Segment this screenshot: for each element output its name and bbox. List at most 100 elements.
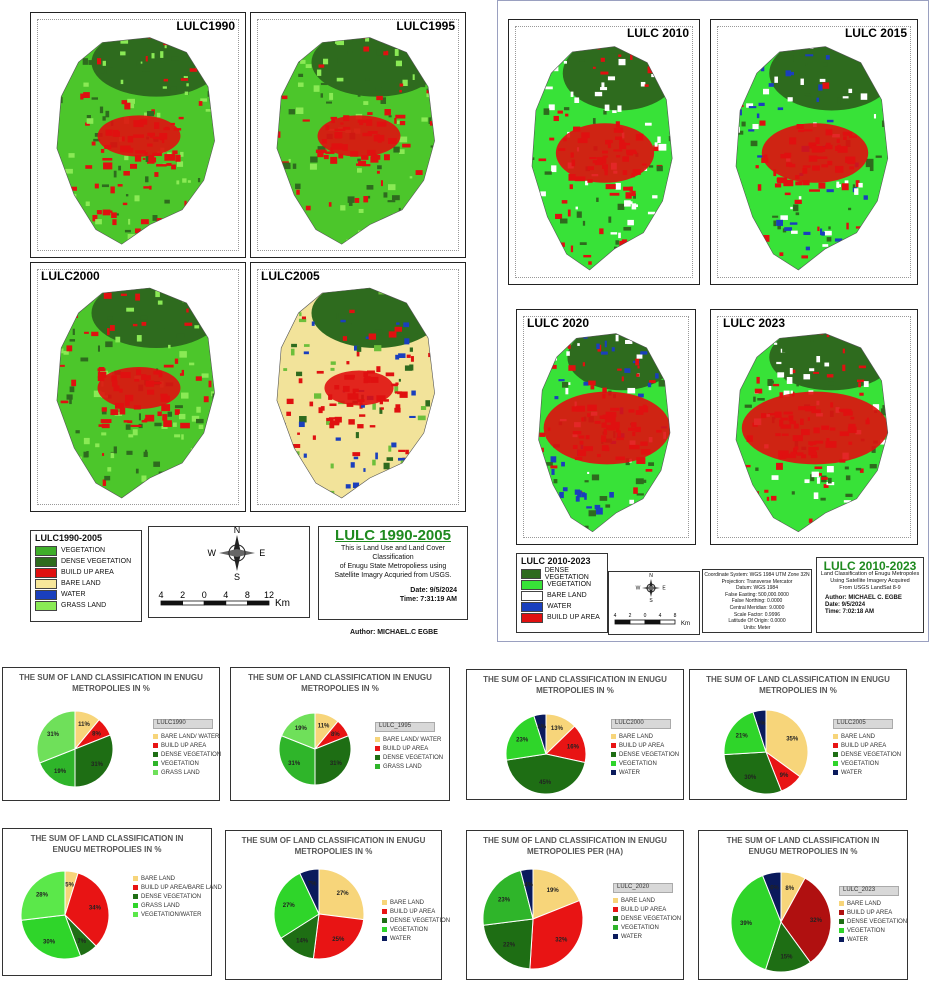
pie-chart: 27% 25% 14% 27% 7% bbox=[273, 868, 365, 960]
compass-n: N bbox=[234, 527, 241, 535]
legend-label: BARE LAND bbox=[390, 899, 425, 906]
legend-swatch bbox=[382, 927, 387, 932]
legend-swatch bbox=[833, 743, 838, 748]
pie-legend-title[interactable]: LULC_2023 bbox=[839, 886, 899, 896]
pie-chart: 5% 34% 7% 30% 28% bbox=[20, 870, 110, 960]
legend-swatch bbox=[611, 752, 616, 757]
legend-label: DENSE VEGETATION bbox=[841, 751, 902, 758]
chart-title: THE SUM OF LAND CLASSIFICATION IN ENUGU … bbox=[726, 836, 880, 856]
legend-label: DENSE VEGETATION bbox=[61, 558, 132, 565]
legend-label: VEGETATION bbox=[847, 927, 885, 934]
pie-legend-item: GRASS LAND bbox=[375, 762, 443, 771]
pie-legend-title[interactable]: LULC_1995 bbox=[375, 722, 435, 732]
pie-legend-item: WATER bbox=[833, 768, 901, 777]
compass-e: E bbox=[259, 548, 265, 558]
compass-w: W bbox=[208, 548, 217, 558]
legend-swatch bbox=[382, 900, 387, 905]
legend-label: BUILD UP AREA bbox=[61, 569, 114, 576]
compass-rose-icon: N S E W 4 2 0 4 8 Km bbox=[614, 573, 690, 627]
pie-legend-title[interactable]: LULC2005 bbox=[833, 719, 893, 729]
pie-legend-item: BUILD UP AREA bbox=[613, 905, 681, 914]
chart-title: THE SUM OF LAND CLASSIFICATION IN ENUGU … bbox=[483, 675, 667, 695]
legend-label: BUILD UP AREA bbox=[621, 906, 667, 913]
legend-item: VEGETATION bbox=[31, 545, 141, 556]
pie-legend-item: BARE LAND bbox=[611, 732, 679, 741]
land-cover-raster bbox=[276, 288, 435, 498]
pie-legend-title[interactable]: LULC2000 bbox=[611, 719, 671, 729]
land-cover-raster bbox=[56, 37, 215, 245]
legend-swatch bbox=[521, 568, 541, 579]
pie-legend-item: BUILD UP AREA/BARE LAND bbox=[133, 883, 222, 892]
slice-label: 23% bbox=[516, 737, 529, 743]
slice-label: 4% bbox=[524, 882, 533, 888]
legend-swatch bbox=[133, 912, 138, 917]
compass-w: W bbox=[636, 586, 641, 592]
chart-title: THE SUM OF LAND CLASSIFICATION IN ENUGU … bbox=[483, 836, 667, 856]
pie-legend-item: VEGETATION bbox=[382, 925, 450, 934]
legend-label: DENSE VEGETATION bbox=[847, 918, 908, 925]
legend-label: WATER bbox=[390, 935, 411, 942]
slice-label: 27% bbox=[283, 903, 296, 909]
scale-tick: 0 bbox=[202, 590, 207, 600]
pie-legend-item: BARE LAND bbox=[839, 899, 907, 908]
legend-label: BUILD UP AREA bbox=[841, 742, 887, 749]
slice-label: 13% bbox=[551, 726, 564, 732]
legend-label: BARE LAND bbox=[619, 733, 654, 740]
pie-legend-title[interactable]: LULC1990 bbox=[153, 719, 213, 729]
pie-slice bbox=[20, 914, 82, 960]
pie-slice bbox=[780, 877, 832, 964]
legend-label: VEGETATION bbox=[547, 581, 592, 588]
slice-label: 15% bbox=[780, 955, 793, 961]
slice-label: 19% bbox=[54, 769, 67, 775]
slice-label: 16% bbox=[567, 744, 580, 750]
scale-unit: Km bbox=[275, 598, 290, 609]
legend-label: BARE LAND bbox=[847, 900, 882, 907]
pie-chart: 8% 32% 15% 39% 6% bbox=[730, 871, 832, 973]
legend-label: BARE LAND bbox=[621, 897, 656, 904]
legend-item: VEGETATION bbox=[517, 579, 607, 590]
legend-swatch bbox=[35, 545, 57, 556]
legend-item: DENSE VEGETATION bbox=[517, 567, 607, 581]
slice-label: 5% bbox=[537, 724, 546, 730]
legend-label: VEGETATION bbox=[841, 760, 879, 767]
map-title: LULC 2015 bbox=[844, 26, 907, 40]
text-line: Using Satellite Imagery Acquired bbox=[830, 578, 910, 584]
text-line: Projection: Transverse Mercator bbox=[721, 578, 793, 585]
legend-label: BARE LAND/ WATER bbox=[383, 736, 442, 743]
map-lulc2000: LULC2000 bbox=[30, 262, 246, 512]
chart-title: THE SUM OF LAND CLASSIFICATION IN ENUGU … bbox=[706, 675, 890, 695]
legend-label: WATER bbox=[619, 769, 640, 776]
legend-label: DENSE VEGETATION bbox=[161, 751, 222, 758]
pie-legend-item: DENSE VEGETATION bbox=[133, 892, 222, 901]
legend-swatch bbox=[382, 936, 387, 941]
legend-swatch bbox=[133, 885, 138, 890]
pie-slice bbox=[312, 913, 365, 960]
legend-swatch bbox=[35, 600, 57, 611]
pie-legend-item: DENSE VEGETATION bbox=[833, 750, 901, 759]
legend-swatch bbox=[833, 734, 838, 739]
info-title: LULC 2010-2023 bbox=[823, 559, 917, 573]
pie-chart: 11%8% 31% 19% 31% bbox=[36, 710, 114, 788]
pie-legend-item: BARE LAND bbox=[382, 898, 450, 907]
legend-swatch bbox=[839, 919, 844, 924]
legend-item: DENSE VEGETATION bbox=[31, 556, 141, 567]
scale-tick: 4 bbox=[223, 590, 228, 600]
pie-chart-card: THE SUM OF LAND CLASSIFICATION IN ENUGU … bbox=[689, 669, 907, 800]
map-title: LULC2000 bbox=[41, 269, 100, 283]
pie-slice bbox=[505, 753, 586, 795]
legend-swatch bbox=[833, 761, 838, 766]
pie-legend-title[interactable]: LULC_2020 bbox=[613, 883, 673, 893]
map-lulc2020: LULC 2020 bbox=[516, 309, 696, 545]
map-title: LULC 2010 bbox=[626, 26, 689, 40]
compass-s: S bbox=[649, 598, 653, 604]
legend-label: WATER bbox=[547, 603, 572, 610]
slice-label: 31% bbox=[47, 732, 60, 738]
map-title: LULC1990 bbox=[176, 19, 235, 33]
scale-tick: 12 bbox=[264, 590, 274, 600]
map-lulc1995: LULC1995 bbox=[250, 12, 466, 258]
legend-label: GRASS LAND bbox=[161, 769, 200, 776]
legend-swatch bbox=[153, 761, 158, 766]
pie-legend-item: BUILD UP AREA bbox=[382, 907, 450, 916]
legend-swatch bbox=[375, 755, 380, 760]
slice-label: 14% bbox=[296, 939, 309, 945]
